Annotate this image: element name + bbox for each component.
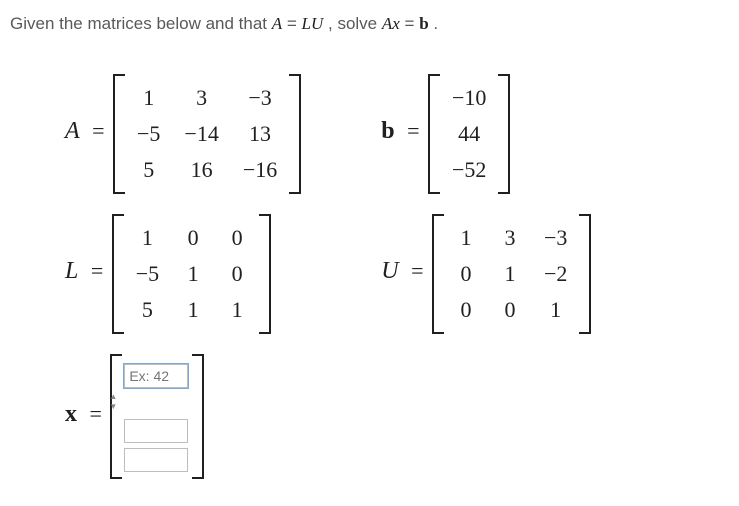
prompt-eq1: = [287, 14, 302, 33]
matrix-cell: 13 [231, 116, 289, 152]
eq-b: = [407, 118, 419, 143]
matrix-cell: 1 [125, 80, 172, 116]
matrix-x-grid: ▲ ▼ [122, 354, 192, 479]
matrix-cell: −3 [532, 220, 579, 256]
matrix-cell: −5 [124, 256, 171, 292]
matrix-cell: 0 [215, 220, 259, 256]
matrix-b: −1044−52 [428, 74, 510, 194]
matrix-U: 13−301−2001 [432, 214, 591, 334]
prompt-text-3: . [433, 14, 438, 33]
x-input-3[interactable] [124, 448, 188, 472]
x-input-1[interactable] [124, 364, 188, 388]
stepper-down-icon[interactable]: ▼ [106, 403, 120, 413]
matrix-cell: −14 [172, 116, 230, 152]
x-input-2[interactable] [124, 419, 188, 443]
matrix-cell: 0 [444, 256, 488, 292]
matrix-cell: 1 [171, 256, 215, 292]
bracket-left [113, 74, 125, 194]
label-b: b [381, 118, 394, 144]
matrix-cell: 1 [444, 220, 488, 256]
label-L: L [65, 258, 78, 284]
bracket-left [432, 214, 444, 334]
matrix-cell: −16 [231, 152, 289, 188]
prompt-b: b [419, 14, 428, 33]
bracket-right [579, 214, 591, 334]
matrix-area: A = 13−3−5−1413516−16 b = −1044−52 L = 1… [10, 74, 729, 479]
matrix-cell: −5 [125, 116, 172, 152]
bracket-right [259, 214, 271, 334]
matrix-cell: −2 [532, 256, 579, 292]
matrix-L-block: L = 100−510511 [65, 214, 301, 334]
matrix-cell: 3 [172, 80, 230, 116]
matrix-cell: 1 [532, 292, 579, 328]
prompt-A: A [272, 14, 282, 33]
matrix-cell: 1 [124, 220, 171, 256]
x-cell-1: ▲ ▼ [122, 360, 192, 415]
x-cell-3 [122, 444, 192, 473]
eq-L: = [91, 258, 103, 283]
label-x: x [65, 401, 77, 427]
problem-prompt: Given the matrices below and that A = LU… [10, 14, 729, 34]
bracket-right [498, 74, 510, 194]
prompt-text-1: Given the matrices below and that [10, 14, 272, 33]
matrix-cell: 44 [440, 116, 498, 152]
matrix-cell: 0 [171, 220, 215, 256]
label-U: U [381, 258, 398, 284]
label-A: A [65, 118, 80, 144]
matrix-A-grid: 13−3−5−1413516−16 [125, 74, 289, 194]
matrix-b-grid: −1044−52 [440, 74, 498, 194]
bracket-left [112, 214, 124, 334]
matrix-x-block: x = ▲ ▼ [65, 354, 591, 479]
matrix-cell: −3 [231, 80, 289, 116]
matrix-b-block: b = −1044−52 [381, 74, 591, 194]
matrix-cell: 1 [171, 292, 215, 328]
prompt-eq2: = [405, 14, 420, 33]
eq-x: = [89, 401, 101, 426]
bracket-left [428, 74, 440, 194]
matrix-cell: −52 [440, 152, 498, 188]
bracket-left [110, 354, 122, 479]
eq-U: = [411, 258, 423, 283]
prompt-LU: LU [302, 14, 324, 33]
matrix-cell: 16 [172, 152, 230, 188]
matrix-A: 13−3−5−1413516−16 [113, 74, 301, 194]
matrix-cell: 0 [444, 292, 488, 328]
matrix-x: ▲ ▼ [110, 354, 204, 479]
eq-A: = [92, 118, 104, 143]
matrix-cell: 3 [488, 220, 532, 256]
prompt-Ax: Ax [382, 14, 400, 33]
matrix-cell: 5 [124, 292, 171, 328]
bracket-right [192, 354, 204, 479]
matrix-cell: 1 [488, 256, 532, 292]
matrix-cell: 0 [488, 292, 532, 328]
matrix-U-grid: 13−301−2001 [444, 214, 579, 334]
matrix-A-block: A = 13−3−5−1413516−16 [65, 74, 301, 194]
matrix-L: 100−510511 [112, 214, 271, 334]
matrix-cell: 5 [125, 152, 172, 188]
x-input-1-stepper: ▲ ▼ [106, 393, 120, 413]
matrix-L-grid: 100−510511 [124, 214, 259, 334]
prompt-text-2: , solve [328, 14, 382, 33]
x-cell-2 [122, 415, 192, 444]
bracket-right [289, 74, 301, 194]
matrix-U-block: U = 13−301−2001 [381, 214, 591, 334]
matrix-cell: −10 [440, 80, 498, 116]
matrix-cell: 1 [215, 292, 259, 328]
matrix-cell: 0 [215, 256, 259, 292]
